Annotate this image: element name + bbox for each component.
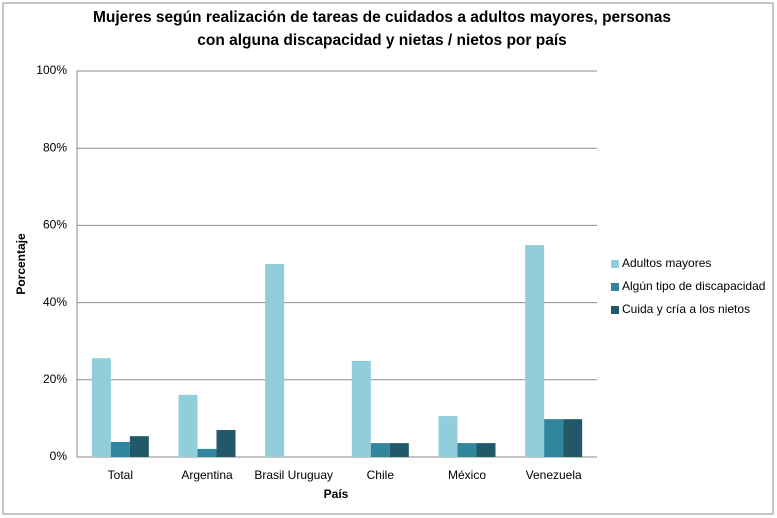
y-tick-label: 0% (50, 449, 68, 463)
y-tick-label: 80% (43, 140, 67, 154)
bar (178, 394, 198, 457)
bar (197, 448, 217, 457)
legend-label: Cuida y cría a los nietos (622, 302, 750, 316)
x-tick-label: Total (108, 468, 133, 482)
bar (91, 358, 111, 457)
bar (110, 441, 130, 457)
bar (351, 360, 371, 457)
bar (544, 419, 564, 457)
y-tick-label: 60% (43, 218, 67, 232)
bar (129, 436, 149, 457)
bar (370, 443, 390, 457)
x-tick-label: Venezuela (526, 468, 582, 482)
legend-swatch (611, 283, 619, 291)
y-axis-title: Porcentaje (14, 233, 28, 295)
y-tick-label: 20% (43, 372, 67, 386)
chart-title: Mujeres según realización de tareas de c… (93, 9, 671, 26)
bar (563, 419, 583, 457)
legend-label: Adultos mayores (622, 256, 711, 270)
chart-title: con alguna discapacidad y nietas / nieto… (197, 32, 567, 49)
bar (216, 429, 236, 457)
y-tick-label: 100% (36, 63, 67, 77)
x-tick-label: Brasil Uruguay (254, 468, 333, 482)
x-tick-label: Argentina (181, 468, 233, 482)
bar (389, 443, 409, 457)
bar (457, 443, 477, 457)
bar (438, 416, 458, 457)
x-tick-label: Chile (367, 468, 395, 482)
bar (265, 264, 285, 457)
x-tick-label: México (448, 468, 486, 482)
bar (525, 245, 545, 457)
x-axis-title: País (324, 487, 349, 501)
legend-label: Algún tipo de discapacidad (622, 279, 765, 293)
legend-swatch (611, 306, 619, 314)
bar (476, 443, 496, 457)
y-tick-label: 40% (43, 295, 67, 309)
legend-swatch (611, 260, 619, 268)
